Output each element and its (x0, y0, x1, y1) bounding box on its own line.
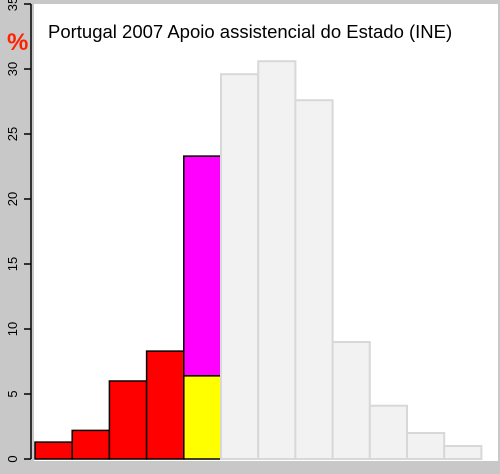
y-axis: 0 5 10 15 20 25 30 35 (5, 0, 32, 463)
y-tick-label-25: 25 (5, 127, 20, 141)
bar-8-segment-1 (294, 99, 334, 460)
y-tick-label-35: 35 (5, 0, 20, 11)
y-tick-label-15: 15 (5, 257, 20, 271)
y-tick-label-30: 30 (5, 62, 20, 76)
bar-12-segment-1 (443, 445, 483, 460)
bar-5-segment-1 (183, 375, 222, 460)
bar-5-segment-2 (183, 155, 222, 377)
y-tick-label-0: 0 (5, 455, 20, 462)
bar-7-segment-1 (257, 60, 297, 460)
bars-group (34, 60, 483, 461)
bar-3-segment-1 (108, 380, 148, 460)
bar-6-segment-1 (220, 73, 260, 460)
bar-2-segment-1 (71, 429, 111, 460)
bar-4-segment-1 (145, 350, 185, 460)
y-tick-label-10: 10 (5, 322, 20, 336)
y-axis-label: % (7, 29, 28, 56)
bar-9-segment-1 (331, 341, 371, 460)
bar-1-segment-1 (34, 441, 73, 460)
chart-title: Portugal 2007 Apoio assistencial do Esta… (48, 21, 452, 42)
y-tick-label-5: 5 (5, 390, 20, 397)
bar-11-segment-1 (406, 432, 446, 460)
y-tick-label-20: 20 (5, 192, 20, 206)
bar-10-segment-1 (368, 404, 408, 461)
